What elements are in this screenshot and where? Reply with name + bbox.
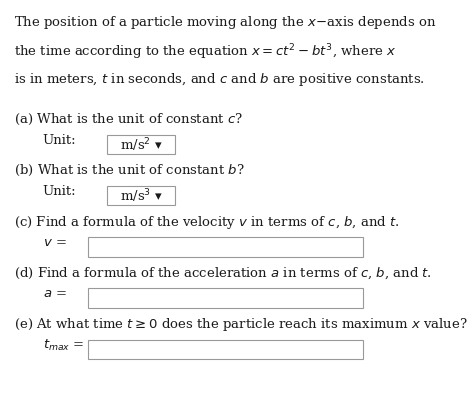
Text: the time according to the equation $x = ct^2 - bt^3$, where $x$: the time according to the equation $x = …: [14, 43, 397, 62]
Text: is in meters, $t$ in seconds, and $c$ and $b$ are positive constants.: is in meters, $t$ in seconds, and $c$ an…: [14, 71, 425, 89]
Text: $a$ =: $a$ =: [43, 287, 67, 300]
Text: The position of a particle moving along the $x\!-\!$axis depends on: The position of a particle moving along …: [14, 14, 437, 31]
FancyBboxPatch shape: [107, 186, 175, 205]
Text: m/s$^2$ ▾: m/s$^2$ ▾: [119, 136, 163, 154]
Text: $t_{max}$ =: $t_{max}$ =: [43, 338, 84, 354]
FancyBboxPatch shape: [107, 135, 175, 154]
Text: $v$ =: $v$ =: [43, 236, 66, 249]
FancyBboxPatch shape: [88, 237, 363, 257]
Text: m/s$^3$ ▾: m/s$^3$ ▾: [119, 187, 163, 205]
Text: (c) Find a formula of the velocity $v$ in terms of $c$, $b$, and $t$.: (c) Find a formula of the velocity $v$ i…: [14, 214, 400, 231]
FancyBboxPatch shape: [88, 288, 363, 308]
FancyBboxPatch shape: [88, 340, 363, 359]
Text: (b) What is the unit of constant $b$?: (b) What is the unit of constant $b$?: [14, 163, 245, 178]
Text: (d) Find a formula of the acceleration $a$ in terms of $c$, $b$, and $t$.: (d) Find a formula of the acceleration $…: [14, 265, 432, 281]
Text: Unit:: Unit:: [43, 134, 76, 147]
Text: Unit:: Unit:: [43, 185, 76, 198]
Text: (e) At what time $t \geq 0$ does the particle reach its maximum $x$ value?: (e) At what time $t \geq 0$ does the par…: [14, 316, 468, 334]
Text: (a) What is the unit of constant $c$?: (a) What is the unit of constant $c$?: [14, 112, 243, 127]
